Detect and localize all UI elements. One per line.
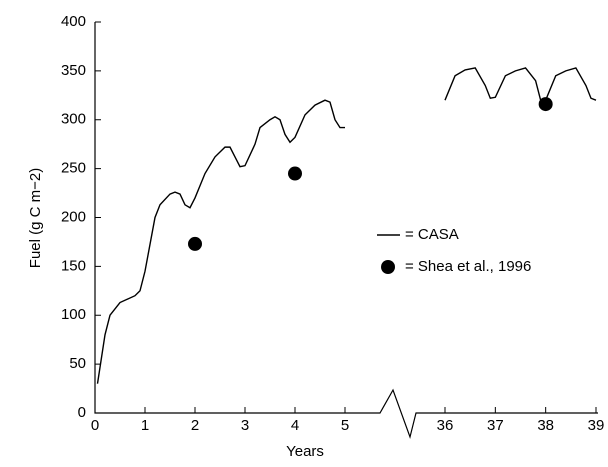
y-tick-label: 150: [61, 257, 86, 274]
x-tick-label: 4: [291, 417, 299, 434]
x-axis-label: Years: [286, 443, 324, 460]
y-tick-label: 350: [61, 62, 86, 79]
y-tick-label: 300: [61, 111, 86, 128]
x-tick-label: 2: [191, 417, 199, 434]
x-tick-label: 1: [141, 417, 149, 434]
data-point: [288, 166, 302, 181]
y-tick-label: 200: [61, 208, 86, 225]
legend-label: = CASA: [405, 226, 459, 243]
x-tick-label: 3: [241, 417, 249, 434]
y-tick-label: 100: [61, 306, 86, 323]
y-tick-label: 400: [61, 13, 86, 30]
legend-label: = Shea et al., 1996: [405, 258, 531, 275]
data-point: [538, 97, 553, 112]
x-tick-label: 0: [91, 417, 99, 434]
y-axis-label: Fuel (g C m−2): [27, 168, 44, 268]
x-tick-label: 39: [588, 417, 605, 434]
data-point: [188, 236, 202, 251]
y-tick-label: 50: [69, 355, 86, 372]
x-tick-label: 37: [487, 417, 504, 434]
data-line: [96, 67, 597, 384]
y-tick-label: 250: [61, 160, 86, 177]
legend-dot: [381, 260, 395, 274]
x-tick-label: 5: [341, 417, 349, 434]
y-tick-label: 0: [78, 404, 86, 421]
x-tick-label: 38: [537, 417, 554, 434]
x-tick-label: 36: [437, 417, 454, 434]
axes: [94, 22, 598, 440]
